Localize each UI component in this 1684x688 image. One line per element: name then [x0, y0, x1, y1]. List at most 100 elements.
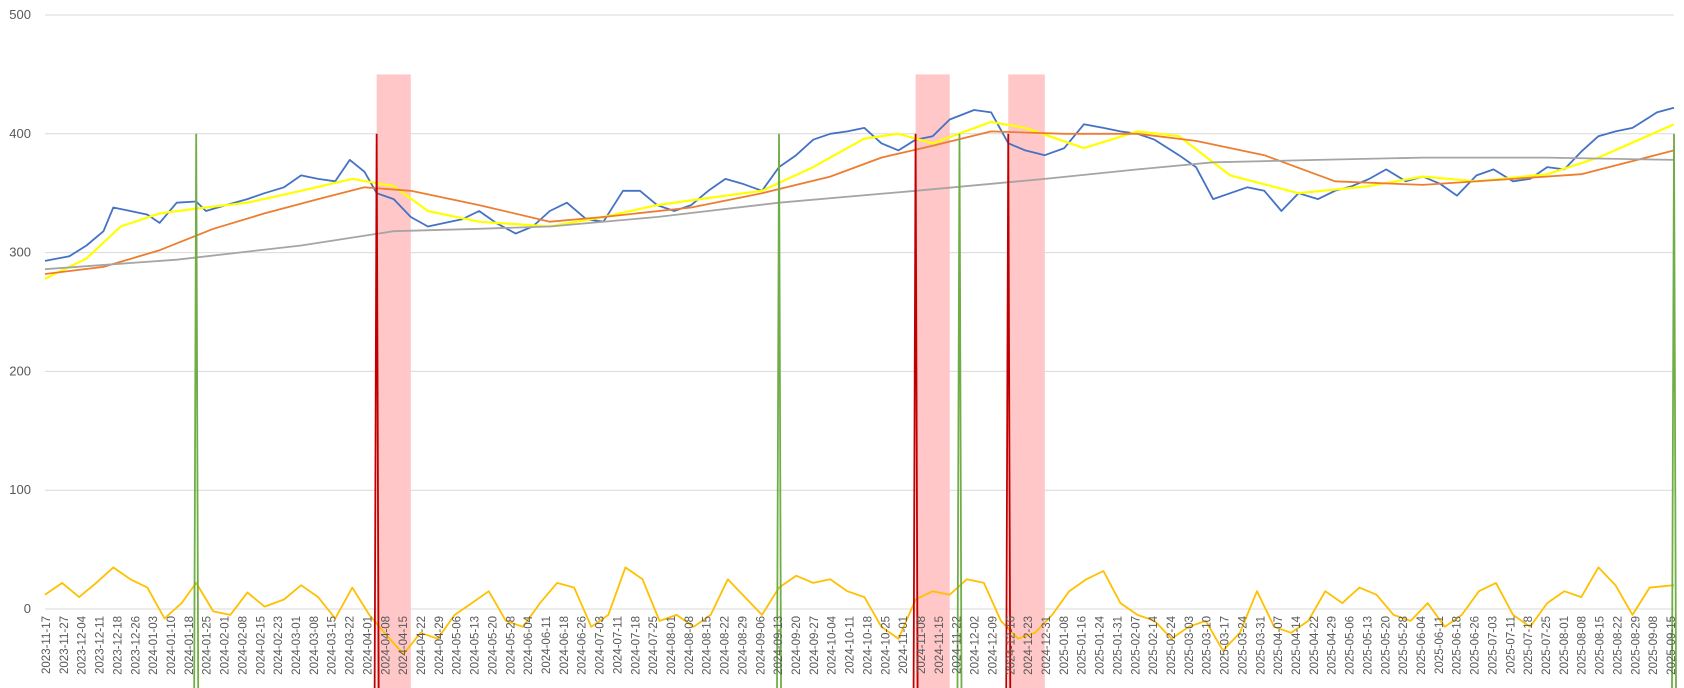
x-tick-label: 2024-11-01 — [898, 616, 910, 674]
series-line-1 — [44, 106, 1675, 262]
x-tick-label: 2025-04-14 — [1291, 615, 1303, 674]
x-tick-label: 2025-04-07 — [1273, 616, 1285, 675]
x-tick-label: 2024-02-01 — [220, 616, 232, 675]
x-tick-label: 2025-02-07 — [1130, 616, 1142, 675]
data-series — [44, 106, 1675, 655]
x-tick-label: 2024-05-06 — [452, 616, 464, 675]
y-tick-label: 300 — [9, 245, 31, 260]
x-tick-label: 2025-05-28 — [1398, 616, 1410, 675]
x-tick-label: 2024-09-06 — [755, 616, 767, 675]
x-tick-label: 2023-11-17 — [41, 616, 53, 674]
x-tick-label: 2024-08-08 — [684, 616, 696, 675]
series-line-5 — [44, 566, 1675, 655]
x-tick-label: 2024-08-01 — [666, 616, 678, 675]
signal-line — [1671, 133, 1677, 688]
x-tick-label: 2025-07-18 — [1523, 616, 1535, 675]
highlight-band — [1008, 74, 1045, 688]
x-tick-label: 2024-06-26 — [577, 616, 589, 675]
signal-line — [1005, 133, 1012, 688]
y-tick-label: 400 — [9, 126, 31, 141]
x-tick-label: 2024-10-18 — [862, 616, 874, 675]
x-tick-label: 2024-08-22 — [720, 616, 732, 675]
x-tick-label: 2024-11-15 — [934, 616, 946, 674]
x-tick-label: 2025-03-03 — [1184, 616, 1196, 675]
x-tick-label: 2023-11-27 — [59, 616, 71, 674]
x-tick-label: 2023-12-26 — [130, 616, 142, 675]
x-tick-label: 2025-05-20 — [1380, 616, 1392, 675]
x-tick-label: 2025-04-22 — [1309, 616, 1321, 675]
x-tick-label: 2024-02-15 — [255, 616, 267, 675]
x-tick-label: 2024-10-11 — [845, 616, 857, 674]
x-tick-label: 2024-03-01 — [291, 616, 303, 675]
x-tick-label: 2024-12-02 — [970, 616, 982, 675]
x-tick-label: 2025-05-13 — [1362, 616, 1374, 675]
x-tick-label: 2025-09-15 — [1666, 616, 1678, 675]
x-tick-label: 2024-04-15 — [398, 616, 410, 675]
x-tick-label: 2024-06-11 — [541, 616, 553, 674]
x-tick-label: 2025-08-01 — [1559, 616, 1571, 675]
series-line-3 — [44, 130, 1675, 275]
x-tick-label: 2024-04-29 — [434, 616, 446, 675]
x-tick-label: 2024-07-18 — [630, 616, 642, 675]
signal-line — [373, 133, 380, 688]
x-tick-label: 2025-08-08 — [1577, 616, 1589, 675]
x-tick-label: 2024-04-22 — [416, 616, 428, 675]
x-tick-label: 2024-09-27 — [809, 616, 821, 675]
x-tick-label: 2024-07-11 — [612, 616, 624, 674]
y-tick-label: 100 — [9, 482, 31, 497]
x-tick-label: 2025-08-22 — [1612, 616, 1624, 675]
x-tick-label: 2024-12-09 — [987, 616, 999, 675]
x-tick-label: 2024-08-29 — [737, 616, 749, 675]
signal-line — [912, 133, 919, 688]
x-tick-label: 2024-09-13 — [773, 616, 785, 675]
x-tick-label: 2023-12-11 — [95, 616, 107, 674]
x-tick-label: 2025-01-08 — [1059, 616, 1071, 675]
x-tick-label: 2024-01-25 — [202, 616, 214, 675]
y-axis-ticks: 0 100 200 300 400 500 — [9, 7, 31, 616]
x-tick-label: 2024-10-25 — [880, 616, 892, 675]
x-tick-label: 2024-01-03 — [148, 616, 160, 675]
x-tick-label: 2024-05-20 — [487, 616, 499, 675]
y-tick-label: 200 — [9, 363, 31, 378]
x-tick-label: 2025-03-17 — [1220, 616, 1232, 675]
x-tick-label: 2025-06-04 — [1416, 615, 1428, 674]
x-tick-label: 2023-12-18 — [112, 616, 124, 675]
x-tick-label: 2025-07-03 — [1487, 616, 1499, 675]
x-tick-label: 2024-11-22 — [952, 616, 964, 674]
x-tick-label: 2024-04-01 — [362, 616, 374, 675]
x-tick-label: 2024-12-23 — [1023, 616, 1035, 675]
x-tick-label: 2024-06-04 — [523, 615, 535, 674]
x-axis-ticks: 2023-11-17 2023-11-27 2023-12-04 2023-12-11… — [41, 615, 1678, 674]
x-tick-label: 2025-01-16 — [1077, 616, 1089, 675]
gridlines — [45, 14, 1674, 610]
x-tick-label: 2025-06-18 — [1452, 616, 1464, 675]
series-line-4 — [44, 156, 1675, 271]
x-tick-label: 2024-07-03 — [595, 616, 607, 675]
highlight-band — [376, 74, 411, 688]
signal-line — [776, 133, 782, 688]
x-tick-label: 2024-02-23 — [273, 616, 285, 675]
x-tick-label: 2024-07-25 — [648, 616, 660, 675]
x-tick-label: 2024-05-28 — [505, 616, 517, 675]
highlight-band — [915, 74, 950, 688]
x-tick-label: 2024-02-08 — [237, 616, 249, 675]
x-tick-label: 2025-02-24 — [1166, 615, 1178, 674]
x-tick-label: 2025-01-31 — [1112, 616, 1124, 675]
x-tick-label: 2025-06-11 — [1434, 616, 1446, 674]
highlight-bands — [376, 74, 1045, 688]
x-tick-label: 2025-01-24 — [1095, 615, 1107, 674]
x-tick-label: 2024-03-15 — [327, 616, 339, 675]
x-tick-label: 2025-09-08 — [1648, 616, 1660, 675]
x-tick-label: 2025-08-29 — [1630, 616, 1642, 675]
x-tick-label: 2024-11-08 — [916, 616, 928, 674]
x-tick-label: 2023-12-04 — [77, 615, 89, 674]
x-tick-label: 2024-09-20 — [791, 616, 803, 675]
x-tick-label: 2025-03-31 — [1255, 616, 1267, 675]
x-tick-label: 2024-10-04 — [827, 615, 839, 674]
x-tick-label: 2024-04-08 — [380, 616, 392, 675]
y-tick-label: 500 — [9, 7, 31, 22]
x-tick-label: 2025-03-10 — [1202, 616, 1214, 675]
x-tick-label: 2024-03-08 — [309, 616, 321, 675]
signal-line — [193, 133, 200, 688]
